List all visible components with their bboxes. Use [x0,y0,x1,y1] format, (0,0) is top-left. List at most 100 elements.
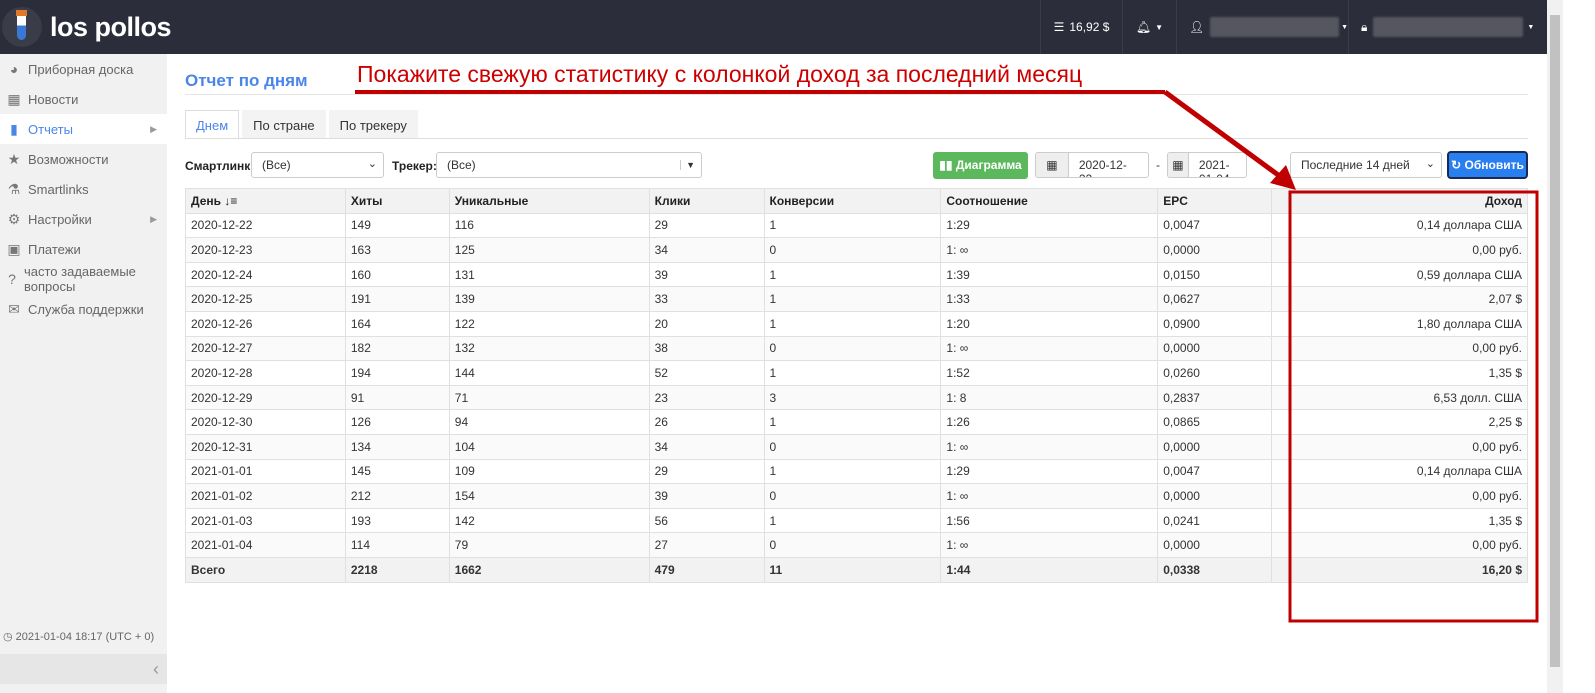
table-cell: 0,0047 [1157,458,1273,485]
period-select[interactable]: Последние 14 дней ⌄ [1290,152,1442,178]
total-cell: 1:44 [940,556,1159,583]
column-header[interactable]: Конверсии [763,188,942,214]
column-header[interactable]: Клики [648,188,765,214]
table-cell: 2020-12-24 [185,261,346,288]
table-cell: 2020-12-22 [185,212,346,239]
sidebar-item[interactable]: ▮ Отчеты ▶ [0,114,167,144]
table-cell: 116 [448,212,650,239]
balance[interactable]: ☰ 16,92 $ [1040,0,1122,54]
chevron-down-icon: ⌄ [1425,158,1435,170]
table-cell: 39 [648,261,765,288]
table-cell: 126 [344,409,450,435]
test-tube-icon [2,7,42,47]
table-cell: 33 [648,286,765,312]
server-clock: ◷ 2021-01-04 18:17 (UTC + 0) [3,630,154,643]
calendar-icon[interactable]: ▦ [1036,153,1069,177]
table-cell: 1:29 [940,212,1159,239]
sidebar-item[interactable]: ⚙ Настройки ▶ [0,204,167,234]
refresh-icon: ↻ [1451,158,1462,172]
sidebar-item-label: Новости [28,91,79,107]
table-cell: 193 [344,507,450,534]
date-to-field[interactable]: ▦ 2021-01-04 [1167,152,1247,178]
table-cell: 2020-12-28 [185,360,346,386]
table-row: 2020-12-25 191 139 33 1 1:33 0,0627 2,07 $ [185,286,1528,312]
table-cell: 1:29 [940,458,1159,485]
sidebar-item[interactable]: ◕ Приборная доска [0,54,167,84]
table-cell: 1 [763,458,942,485]
sidebar-item[interactable]: ✉ Служба поддержки [0,294,167,324]
table-cell [1271,237,1291,263]
star-icon: ★ [7,150,21,167]
column-header[interactable]: День ↓≡ [185,188,346,214]
refresh-button[interactable]: ↻ Обновить [1447,151,1528,179]
question-icon: ? [8,271,16,287]
tracker-select[interactable]: (Все) ▼ [436,152,702,178]
sidebar-item[interactable]: ? часто задаваемые вопросы [0,264,167,294]
caret-down-icon: ▼ [680,160,695,170]
sidebar-item[interactable]: ▦ Новости [0,84,167,114]
column-header-label: EPC [1163,193,1188,208]
chart-button[interactable]: ▮▮ Диаграмма [933,152,1028,179]
table-cell: 27 [648,532,765,558]
collapse-sidebar-button[interactable]: ‹ [0,654,167,684]
table-cell: 0,14 доллара США [1289,212,1528,239]
table-row: 2020-12-30 126 94 26 1 1:26 0,0865 2,25 $ [185,409,1528,435]
tab-by-tracker[interactable]: По трекеру [328,110,418,139]
table-cell: 0 [763,483,942,509]
scrollbar-thumb[interactable] [1550,15,1560,667]
table-cell: 2020-12-29 [185,384,346,411]
table-cell [1271,458,1291,485]
table-cell: 1,35 $ [1289,507,1528,534]
bell-icon: 🔔︎ [1135,20,1152,34]
user-menu[interactable]: 👤︎ ▼ [1176,0,1348,54]
sidebar-item[interactable]: ▣ Платежи [0,234,167,264]
column-header[interactable]: Хиты [344,188,450,214]
table-cell: 39 [648,483,765,509]
tab-by-country[interactable]: По стране [242,110,326,139]
chevron-down-icon: ⌄ [367,158,377,170]
column-header[interactable]: Уникальные [448,188,650,214]
table-cell: 0,0000 [1157,483,1273,509]
chevron-left-icon: ‹ [153,659,159,679]
notifications-button[interactable]: 🔔︎ ▼ [1122,0,1176,54]
table-cell: 29 [648,212,765,239]
table-cell: 1:26 [940,409,1159,435]
date-from-field[interactable]: ▦ 2020-12-22 [1035,152,1149,178]
table-cell: 3 [763,384,942,411]
table-cell: 20 [648,310,765,337]
sidebar-item[interactable]: ⚗ Smartlinks [0,174,167,204]
table-cell: 26 [648,409,765,435]
dashboard-icon: ◕ [9,61,19,77]
table-cell: 23 [648,384,765,411]
table-cell: 139 [448,286,650,312]
table-cell: 0,0047 [1157,212,1273,239]
table-cell [1271,310,1291,337]
table-cell: 0,0000 [1157,433,1273,460]
sidebar-item[interactable]: ★ Возможности [0,144,167,174]
filters-bar: Смартлинк: (Все) ⌄ Трекер: (Все) ▼ ▮▮ Диаг… [185,151,1528,180]
table-row: 2021-01-03 193 142 56 1 1:56 0,0241 1,35 $ [185,507,1528,534]
calendar-icon[interactable]: ▦ [1168,153,1189,177]
scrollbar[interactable] [1547,0,1563,693]
table-cell [1271,433,1291,460]
account-menu[interactable]: 🔒︎ ▼ [1348,0,1547,54]
column-header[interactable]: EPC [1157,188,1273,214]
table-cell: 134 [344,433,450,460]
column-header[interactable]: Соотношение [940,188,1159,214]
table-cell: 1:52 [940,360,1159,386]
date-separator: - [1156,158,1160,172]
period-value: Последние 14 дней [1301,158,1410,172]
sort-desc-icon[interactable]: ↓≡ [224,193,238,208]
smartlink-select[interactable]: (Все) ⌄ [251,152,384,178]
logo[interactable]: los pollos [0,0,200,54]
table-cell: 2020-12-25 [185,286,346,312]
column-header[interactable]: Доход [1289,188,1528,214]
table-cell: 1: ∞ [940,532,1159,558]
tab-by-day[interactable]: Днем [185,110,240,139]
page-title: Отчет по дням [185,71,308,90]
annotation-text: Покажите свежую статистику с колонкой до… [357,61,1083,87]
table-cell: 79 [448,532,650,558]
table-cell: 52 [648,360,765,386]
column-header[interactable] [1271,188,1291,214]
sidebar-item-label: Приборная доска [28,61,134,77]
